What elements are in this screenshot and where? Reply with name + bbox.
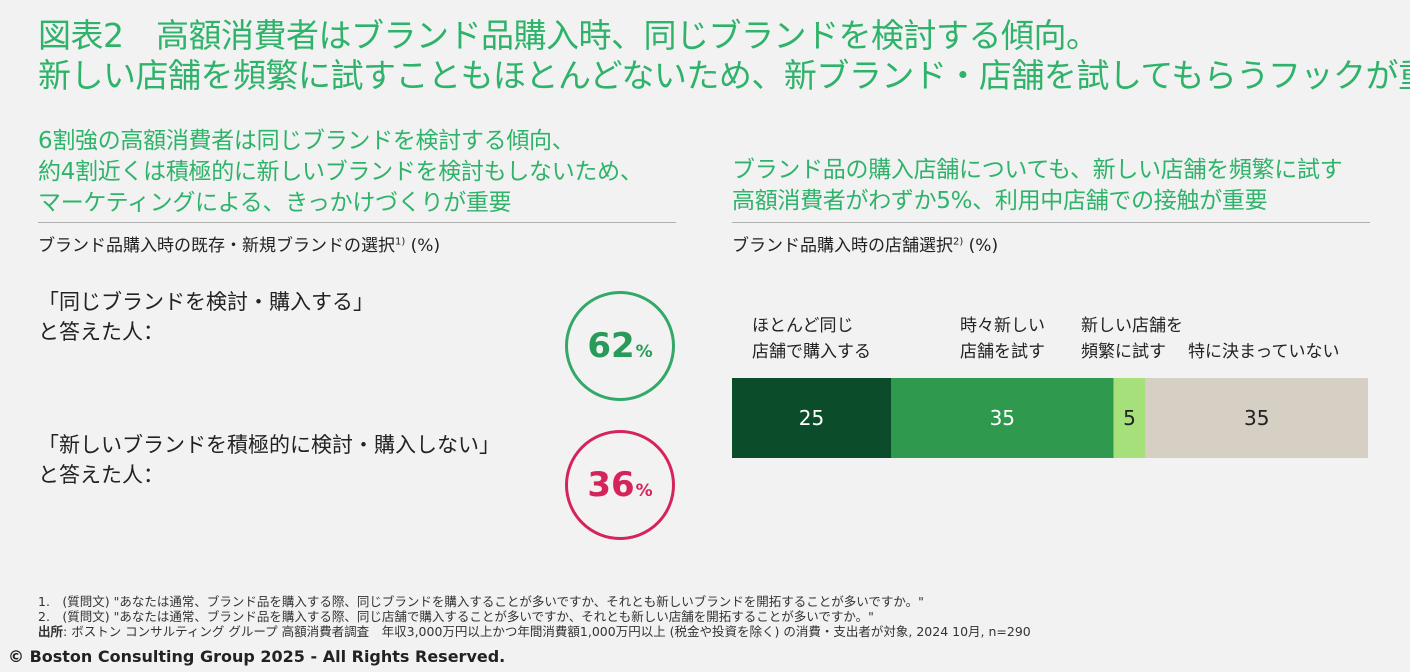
- segment-label-same-store-line-1: ほとんど同じ: [752, 316, 854, 336]
- segment-label-sometimes-new-line-1: 時々新しい: [960, 316, 1045, 336]
- left-subhead-line-3: マーケティングによる、きっかけづくりが重要: [38, 190, 512, 216]
- same-brand-value: 62: [587, 326, 635, 366]
- new-brand-label-line-1: 「新しいブランドを積極的に検討・購入しない」: [38, 433, 500, 457]
- bar-segment-2: [891, 378, 1114, 458]
- title-line-2: 新しい店舗を頻繁に試すこともほとんどないため、新ブランド・店舗を試してもらうフッ…: [38, 56, 1410, 95]
- store-choice-stacked-bar: 25 35 5 35: [732, 378, 1368, 458]
- right-caption-footnote-ref: 2): [953, 236, 964, 248]
- new-brand-ring: 36%: [565, 430, 675, 540]
- source-note: 出所: ボストン コンサルティング グループ 高額消費者調査 年収3,000万円…: [38, 624, 1031, 639]
- new-brand-label: 「新しいブランドを積極的に検討・購入しない」 と答えた人：: [38, 430, 500, 490]
- right-subhead-line-2: 高額消費者がわずか5%、利用中店舗での接触が重要: [732, 188, 1268, 214]
- bar-value-label-1: 25: [799, 406, 824, 430]
- segment-label-often-new-line-2: 頻繁に試す: [1081, 342, 1166, 362]
- right-subhead-line-1: ブランド品の購入店舗についても、新しい店舗を頻繁に試す: [732, 157, 1343, 183]
- new-brand-value: 36: [587, 465, 635, 505]
- bar-value-label-4: 35: [1244, 406, 1269, 430]
- right-caption: ブランド品購入時の店舗選択2) (%): [732, 231, 998, 256]
- same-brand-label-line-2: と答えた人：: [38, 320, 164, 344]
- bar-segment-4: [1145, 378, 1368, 458]
- bar-value-label-3: 5: [1123, 406, 1136, 430]
- segment-label-same-store: ほとんど同じ 店舗で購入する: [752, 313, 871, 365]
- segment-label-often-new: 新しい店舗を 頻繁に試す: [1081, 313, 1183, 365]
- source-text: : ボストン コンサルティング グループ 高額消費者調査 年収3,000万円以上…: [63, 624, 1031, 639]
- same-brand-label: 「同じブランドを検討・購入する」 と答えた人：: [38, 287, 374, 347]
- bar-segment-3: [1113, 378, 1146, 458]
- segment-label-sometimes-new-line-2: 店舗を試す: [960, 342, 1045, 362]
- left-caption-unit: (%): [405, 236, 441, 256]
- segment-label-often-new-line-1: 新しい店舗を: [1081, 316, 1183, 336]
- left-caption: ブランド品購入時の既存・新規ブランドの選択1) (%): [38, 231, 440, 256]
- new-brand-label-line-2: と答えた人：: [38, 463, 164, 487]
- title-line-1: 図表2 高額消費者はブランド品購入時、同じブランドを検討する傾向。: [38, 16, 1099, 55]
- source-label: 出所: [38, 624, 64, 639]
- left-subhead: 6割強の高額消費者は同じブランドを検討する傾向、 約4割近くは積極的に新しいブラ…: [38, 126, 643, 219]
- segment-label-undecided-line-1: 特に決まっていない: [1188, 342, 1340, 362]
- new-brand-unit: %: [635, 481, 653, 501]
- same-brand-ring: 62%: [565, 291, 675, 401]
- right-subhead: ブランド品の購入店舗についても、新しい店舗を頻繁に試す 高額消費者がわずか5%、…: [732, 155, 1343, 217]
- segment-label-same-store-line-2: 店舗で購入する: [752, 342, 871, 362]
- right-caption-text: ブランド品購入時の店舗選択: [732, 236, 953, 256]
- left-divider: [38, 222, 676, 223]
- left-caption-text: ブランド品購入時の既存・新規ブランドの選択: [38, 236, 395, 256]
- footnote-2: 2. (質問文) "あなたは通常、ブランド品を購入する際、同じ店舗で購入すること…: [38, 609, 874, 624]
- left-subhead-line-2: 約4割近くは積極的に新しいブランドを検討もしないため、: [38, 159, 643, 185]
- segment-label-undecided: 特に決まっていない: [1188, 339, 1339, 365]
- copyright: © Boston Consulting Group 2025 - All Rig…: [8, 647, 506, 666]
- segment-label-sometimes-new: 時々新しい 店舗を試す: [960, 313, 1045, 365]
- same-brand-unit: %: [635, 342, 653, 362]
- left-caption-footnote-ref: 1): [395, 236, 406, 248]
- right-caption-unit: (%): [963, 236, 999, 256]
- bar-segment-1: [732, 378, 891, 458]
- footnotes: 1. (質問文) "あなたは通常、ブランド品を購入する際、同じブランドを購入する…: [38, 594, 1031, 639]
- page-title: 図表2 高額消費者はブランド品購入時、同じブランドを検討する傾向。 新しい店舗を…: [38, 16, 1410, 96]
- right-divider: [732, 222, 1370, 223]
- left-subhead-line-1: 6割強の高額消費者は同じブランドを検討する傾向、: [38, 128, 575, 154]
- same-brand-label-line-1: 「同じブランドを検討・購入する」: [38, 290, 374, 314]
- footnote-1: 1. (質問文) "あなたは通常、ブランド品を購入する際、同じブランドを購入する…: [38, 594, 924, 609]
- bar-value-label-2: 35: [990, 406, 1015, 430]
